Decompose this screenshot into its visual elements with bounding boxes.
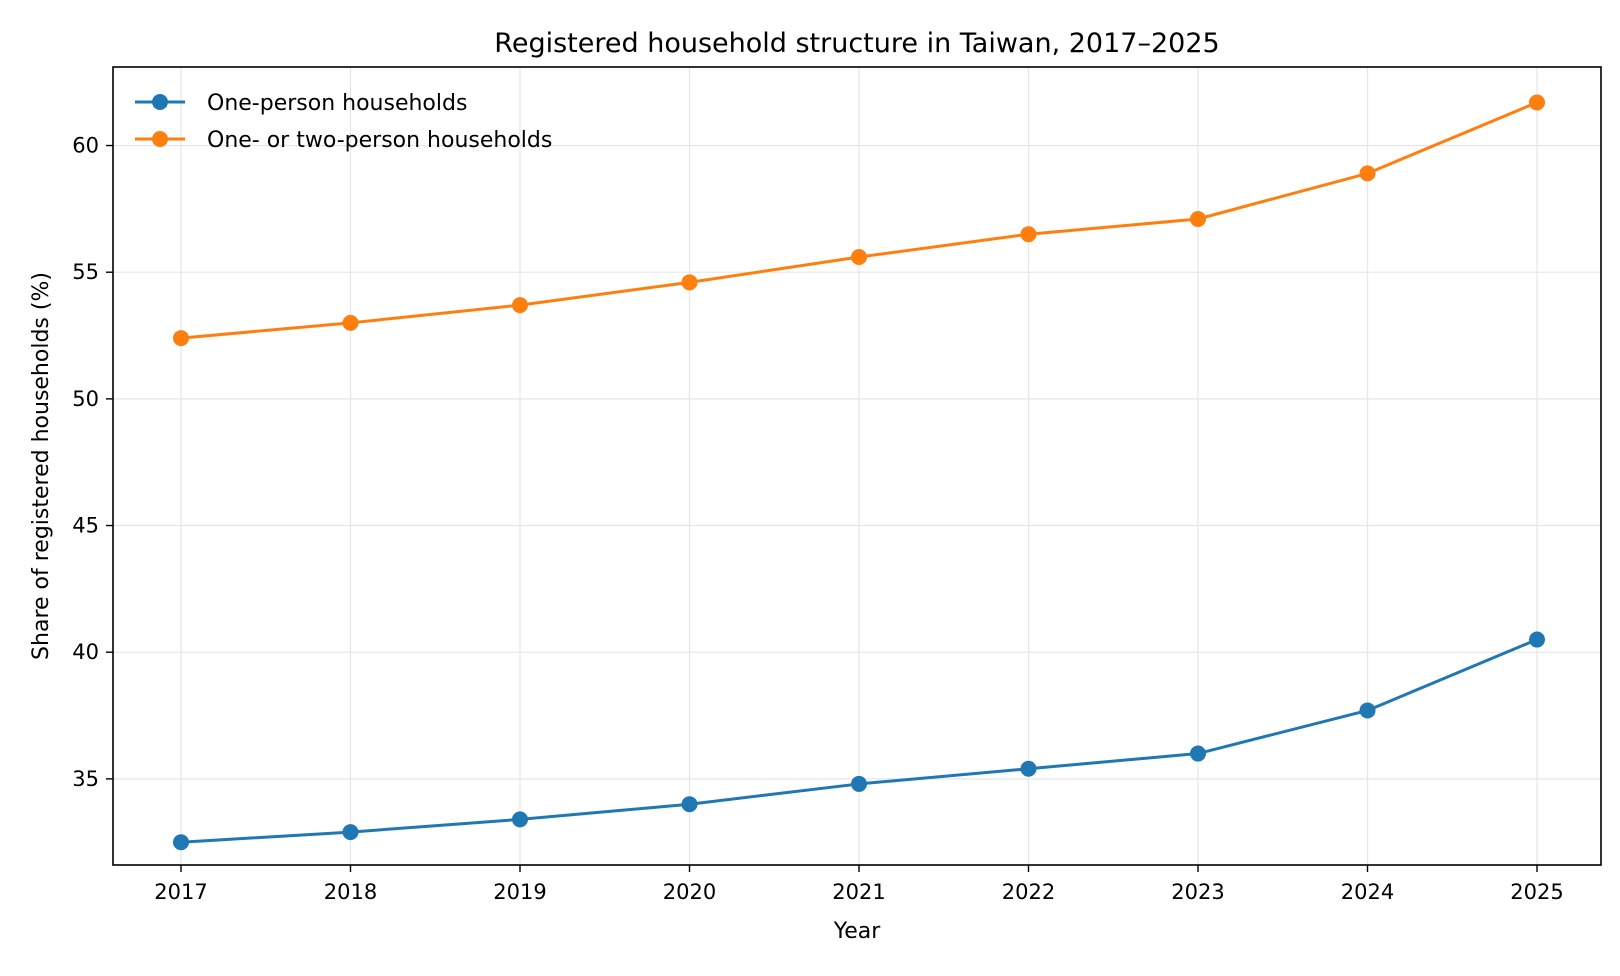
legend-item: One- or two-person households <box>135 128 552 153</box>
data-point <box>342 824 359 841</box>
data-point <box>1359 702 1376 719</box>
legend-label: One- or two-person households <box>207 128 552 153</box>
series-group <box>173 94 1545 851</box>
y-tick-label: 40 <box>72 640 99 664</box>
x-tick-label: 2022 <box>1002 880 1055 904</box>
y-tick-label: 55 <box>72 260 99 284</box>
data-point <box>851 249 867 265</box>
data-point <box>1529 94 1545 111</box>
data-point <box>1359 165 1376 182</box>
legend-marker <box>152 94 168 110</box>
x-tick-label: 2025 <box>1510 880 1563 904</box>
data-point <box>1020 760 1037 777</box>
x-tick-label: 2024 <box>1341 880 1394 904</box>
legend-item: One-person households <box>135 91 467 116</box>
x-tick-label: 2021 <box>832 880 885 904</box>
legend-label: One-person households <box>207 91 467 116</box>
series-1 <box>173 631 1545 851</box>
x-tick-label: 2019 <box>493 880 546 904</box>
legend: One-person households One- or two-person … <box>135 91 552 153</box>
data-point <box>851 775 867 792</box>
data-point <box>512 297 528 314</box>
data-point <box>1190 211 1206 227</box>
x-tick-label: 2023 <box>1171 880 1224 904</box>
series-2 <box>173 94 1545 347</box>
data-point <box>173 330 189 347</box>
data-point <box>1020 226 1037 243</box>
y-axis-ticks: 35 40 45 50 55 60 <box>72 134 113 791</box>
data-point <box>1529 631 1545 648</box>
data-point <box>681 274 698 291</box>
legend-marker <box>152 131 168 147</box>
data-point <box>173 834 189 851</box>
x-axis-ticks: 2017 2018 2019 2020 2021 2022 2023 2024 2025 <box>154 865 1564 904</box>
chart-title: Registered household structure in Taiwan… <box>494 28 1219 59</box>
y-tick-label: 60 <box>72 134 99 158</box>
y-tick-label: 45 <box>72 514 99 538</box>
data-point <box>1190 745 1206 762</box>
y-axis-label: Share of registered households (%) <box>29 272 54 660</box>
y-tick-label: 50 <box>72 387 99 411</box>
x-tick-label: 2020 <box>663 880 716 904</box>
x-axis-label: Year <box>833 919 882 944</box>
data-point <box>681 796 698 813</box>
data-point <box>342 314 359 331</box>
x-tick-label: 2017 <box>154 880 207 904</box>
data-point <box>512 811 528 828</box>
y-tick-label: 35 <box>72 767 99 791</box>
plot-frame <box>112 66 1602 866</box>
x-tick-label: 2018 <box>324 880 377 904</box>
